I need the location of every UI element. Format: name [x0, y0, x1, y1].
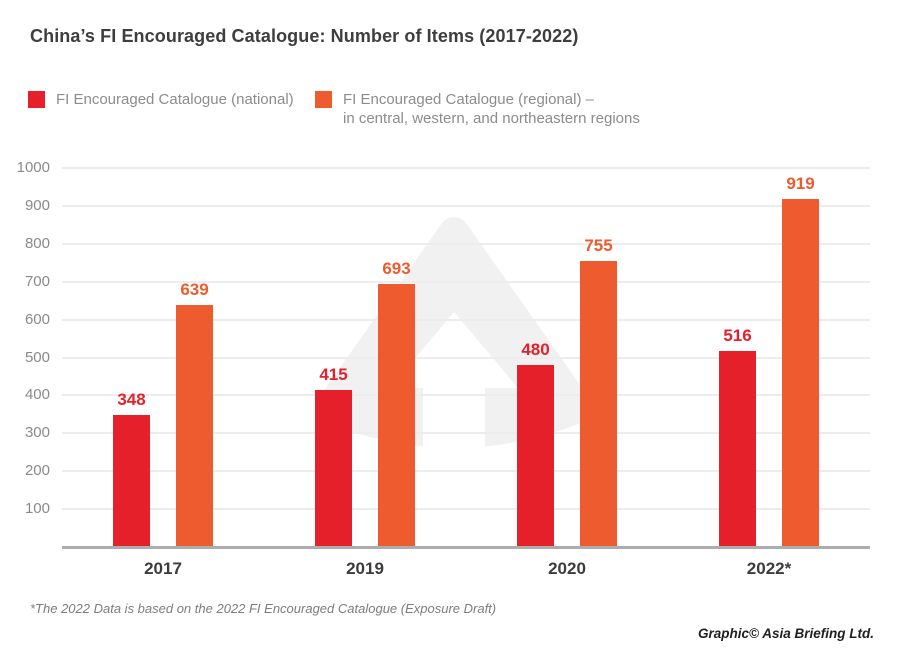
gridline-800 — [62, 242, 870, 245]
bar-regional-2017 — [176, 305, 213, 547]
bar-value-regional-2019: 693 — [382, 259, 411, 278]
bar-value-regional-2020: 755 — [584, 236, 613, 255]
y-axis-tick-900: 900 — [24, 196, 50, 214]
legend: FI Encouraged Catalogue (national) FI En… — [28, 90, 868, 134]
y-axis-tick-200: 200 — [24, 462, 50, 480]
legend-label-regional-line1: FI Encouraged Catalogue (regional) – — [343, 91, 594, 108]
y-axis-tick-1000: 1000 — [16, 159, 50, 176]
y-axis-tick-400: 400 — [24, 386, 50, 404]
bar-regional-2019 — [378, 284, 415, 547]
bar-value-national-2020: 480 — [521, 340, 550, 359]
gridline-600 — [62, 318, 870, 321]
bar-value-national-2022: 516 — [723, 326, 752, 345]
chart-title: China’s FI Encouraged Catalogue: Number … — [30, 26, 579, 46]
x-axis-label-2019: 2019 — [346, 559, 384, 578]
x-axis-baseline — [62, 546, 870, 549]
bar-value-regional-2022: 919 — [786, 174, 815, 193]
gridline-100 — [62, 508, 870, 511]
legend-swatch-national-icon — [28, 91, 45, 108]
bar-regional-2022 — [782, 199, 819, 547]
gridline-200 — [62, 470, 870, 473]
gridline-400 — [62, 394, 870, 397]
bar-value-regional-2017: 639 — [180, 280, 209, 299]
bar-national-2022 — [719, 351, 756, 547]
y-axis-tick-100: 100 — [24, 500, 50, 518]
watermark-inner-arrow-shape — [390, 312, 518, 452]
plot-area: 100 200 300 400 500 600 700 800 900 1000 348 639 201… — [17, 159, 870, 578]
x-axis-label-2020: 2020 — [548, 559, 586, 578]
y-axis-tick-500: 500 — [24, 348, 50, 366]
bar-value-national-2019: 415 — [319, 365, 348, 384]
y-axis-tick-700: 700 — [24, 272, 50, 290]
gridline-300 — [62, 432, 870, 435]
legend-label-regional: FI Encouraged Catalogue (regional) – in … — [343, 90, 640, 128]
bar-value-national-2017: 348 — [117, 390, 146, 409]
x-axis-label-2017: 2017 — [144, 559, 182, 578]
gridline-700 — [62, 280, 870, 283]
footnote: *The 2022 Data is based on the 2022 FI E… — [30, 601, 497, 616]
bar-regional-2020 — [580, 261, 617, 547]
gridline-900 — [62, 204, 870, 207]
bar-national-2020 — [517, 365, 554, 547]
legend-swatch-regional-icon — [315, 91, 332, 108]
legend-item-regional: FI Encouraged Catalogue (regional) – in … — [315, 90, 640, 128]
legend-label-regional-line2: in central, western, and northeastern re… — [343, 110, 640, 127]
legend-item-national: FI Encouraged Catalogue (national) — [28, 90, 294, 109]
gridline-1000 — [62, 167, 870, 169]
bar-national-2017 — [113, 415, 150, 547]
x-axis-label-2022: 2022* — [746, 559, 792, 578]
y-axis-tick-800: 800 — [24, 234, 50, 252]
legend-label-national: FI Encouraged Catalogue (national) — [56, 91, 294, 108]
y-axis-tick-300: 300 — [24, 424, 50, 442]
credit: Graphic© Asia Briefing Ltd. — [698, 626, 874, 641]
y-axis-tick-600: 600 — [24, 310, 50, 328]
gridline-500 — [62, 356, 870, 359]
bar-national-2019 — [315, 390, 352, 547]
